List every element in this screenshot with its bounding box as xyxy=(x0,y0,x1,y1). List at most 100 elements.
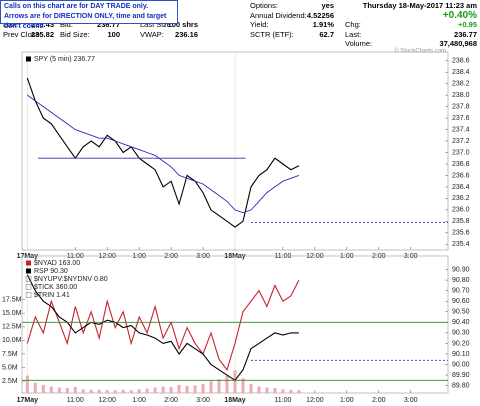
y-tick-label: 238.4 xyxy=(452,69,470,76)
y-tick-label: 2.5M xyxy=(2,378,18,385)
volume-bar xyxy=(169,387,173,393)
legend-label: $NYAD 163.00 xyxy=(34,260,80,267)
y-tick-label: 237.6 xyxy=(452,115,470,122)
quote-value: 236.77 xyxy=(97,20,120,29)
volume-bar xyxy=(265,387,269,393)
y-tick-label: 236.0 xyxy=(452,207,470,214)
x-tick-label: 1:00 xyxy=(340,397,354,404)
volume-bar xyxy=(281,389,285,393)
x-tick-label: 18May xyxy=(224,397,246,404)
x-tick-label: 2:00 xyxy=(164,397,178,404)
quote-label: Low: xyxy=(3,20,19,29)
volume-bar xyxy=(113,390,117,393)
legend-label: RSP 90.30 xyxy=(34,268,68,275)
y-tick-label: 235.4 xyxy=(452,241,470,248)
quote-value: yes xyxy=(321,1,334,10)
legend-swatch xyxy=(25,276,32,282)
volume-bar xyxy=(121,389,125,393)
volume-bar xyxy=(273,388,277,393)
x-tick-label: 12:00 xyxy=(98,397,116,404)
quote-label: Yield: xyxy=(250,20,269,29)
volume-bar xyxy=(153,387,157,393)
quote-label: Prev Close: xyxy=(3,29,42,39)
x-tick-label: 3:00 xyxy=(404,397,418,404)
y-tick-label: 236.4 xyxy=(452,184,470,191)
quote-label: Thursday 18-May-2017 11:23 am xyxy=(362,1,477,10)
volume-bar xyxy=(73,387,77,393)
quote-value: 1.91% xyxy=(312,20,334,29)
volume-bar xyxy=(145,388,149,393)
y-tick-label: 238.6 xyxy=(452,58,470,65)
volume-bar xyxy=(289,389,293,393)
y-tick-label: 90.90 xyxy=(452,266,470,273)
notice-line: Calls on this chart are for DAY TRADE on… xyxy=(4,3,149,10)
quote-label: +0.40% xyxy=(442,9,477,21)
y-tick-label: 235.6 xyxy=(452,230,470,237)
quote-label: VWAP: xyxy=(140,29,164,39)
volume-bar xyxy=(193,385,197,393)
quote-label: Last Size: xyxy=(140,20,173,29)
x-tick-label: 3:00 xyxy=(196,397,210,404)
y-tick-label: 7.5M xyxy=(2,351,18,358)
series-line xyxy=(26,274,299,382)
quote-value: 235.43 xyxy=(31,20,54,29)
watermark: © StockCharts.com xyxy=(394,48,446,55)
y-tick-label: 90.20 xyxy=(452,340,470,347)
volume-bar xyxy=(209,381,213,393)
volume-bar xyxy=(81,389,85,393)
x-tick-label: 11:00 xyxy=(67,397,84,404)
notice: Calls on this chart are for DAY TRADE on… xyxy=(0,0,178,30)
legend-label: $NYUPV:$NYDNV 0.80 xyxy=(34,276,108,283)
volume-bar xyxy=(241,378,245,393)
volume-bar xyxy=(89,389,93,393)
y-tick-label: 12.5M xyxy=(2,324,22,331)
legend-swatch xyxy=(26,268,31,274)
volume-bar xyxy=(185,385,189,393)
y-tick-label: 90.00 xyxy=(452,361,470,368)
y-tick-label: 90.60 xyxy=(452,298,470,305)
legend-label: SPY (5 min) 236.77 xyxy=(34,56,95,63)
quote-value: 235.82 xyxy=(31,29,54,39)
quote-value: 236.16 xyxy=(175,29,198,39)
x-tick-label: 17May xyxy=(17,397,39,404)
x-tick-label: 3:00 xyxy=(196,253,210,260)
legend-label: $TICK 360.00 xyxy=(34,284,77,291)
y-tick-label: 90.40 xyxy=(452,319,470,326)
y-tick-label: 89.80 xyxy=(452,382,470,389)
volume-bar xyxy=(217,379,221,393)
x-tick-label: 12:00 xyxy=(306,397,324,404)
y-tick-label: 90.10 xyxy=(452,351,470,358)
volume-bar xyxy=(249,383,253,393)
volume-bar xyxy=(65,388,69,393)
x-tick-label: 2:00 xyxy=(372,253,386,260)
quote-value: 236.77 xyxy=(454,29,477,39)
volume-bar xyxy=(201,383,205,393)
volume-bar xyxy=(33,382,37,393)
legend-swatch xyxy=(25,284,32,290)
quote-value: 100 xyxy=(107,29,120,39)
legend-swatch xyxy=(25,292,32,298)
y-tick-label: 10.0M xyxy=(2,337,22,344)
y-tick-label: 237.8 xyxy=(452,103,470,110)
series-line xyxy=(26,279,300,371)
series-line xyxy=(26,77,300,228)
y-tick-label: 15.0M xyxy=(2,310,22,317)
volume-bar xyxy=(297,390,301,393)
volume-bar xyxy=(49,386,53,393)
y-tick-label: 90.30 xyxy=(452,330,470,337)
y-tick-label: 17.5M xyxy=(2,297,22,304)
x-tick-label: 11:00 xyxy=(274,253,291,260)
y-tick-label: 235.8 xyxy=(452,218,470,225)
y-tick-label: 90.50 xyxy=(452,309,470,316)
notice-line: Arrows are for DIRECTION ONLY, time and … xyxy=(4,13,167,30)
quote-label: Volume: xyxy=(345,39,373,48)
y-tick-label: 237.2 xyxy=(452,138,470,145)
x-tick-label: 1:00 xyxy=(132,253,146,260)
volume-bar xyxy=(57,387,61,393)
y-tick-label: 89.90 xyxy=(452,372,470,379)
y-tick-label: 238.2 xyxy=(452,81,470,88)
volume-bar xyxy=(225,375,229,393)
volume-bar xyxy=(129,390,133,393)
